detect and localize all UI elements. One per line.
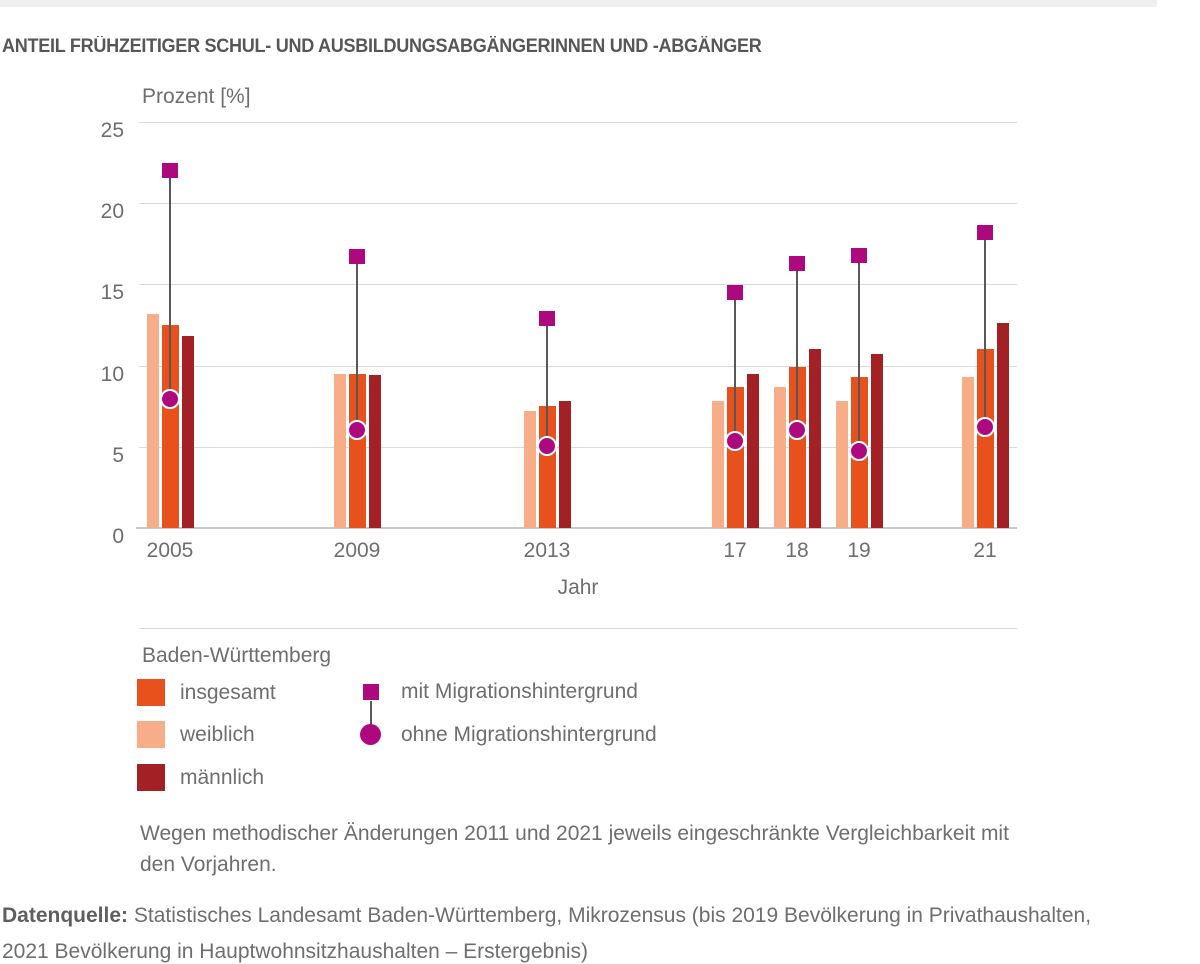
marker-stem-2013 [546,318,548,447]
legend-swatch-weiblich [137,721,165,748]
marker-mit-migrationshintergrund-18 [789,255,805,271]
marker-mit-migrationshintergrund-2013 [539,311,555,326]
gridline-15 [139,284,1017,286]
legend-separator-line [139,628,1017,629]
y-tick-label-10: 10 [100,362,124,386]
bar-insgesamt-2005 [162,325,179,528]
bar-insgesamt-2009 [349,373,366,528]
y-tick-label-5: 5 [112,443,124,467]
gridline-5 [139,446,1017,448]
bar-maennlich-19 [871,354,883,528]
bar-maennlich-2005 [182,336,194,528]
x-tick-label-17: 17 [723,539,747,562]
marker-stem-18 [796,263,798,431]
x-tick-label-2013: 2013 [523,539,571,562]
x-axis-line [136,527,1017,529]
y-tick-label-0: 0 [112,525,124,548]
legend-circle-marker-icon [360,724,381,745]
bar-weiblich-18 [774,386,786,528]
legend-swatch-insgesamt [137,679,165,706]
source-text-1: Statistisches Landesamt Baden-Württember… [133,904,1092,927]
y-tick-label-20: 20 [100,200,124,224]
x-tick-label-21: 21 [973,539,997,562]
marker-ohne-migrationshintergrund-2013 [536,436,557,457]
bar-maennlich-18 [809,349,821,528]
marker-mit-migrationshintergrund-2005 [162,163,178,179]
legend-square-marker-icon [363,684,379,700]
y-axis-title: Prozent [%] [142,85,251,108]
gridline-20 [139,203,1017,205]
bar-maennlich-21 [997,323,1009,528]
footnote: Wegen methodischer Änderungen 2011 und 2… [140,818,1009,880]
bar-weiblich-19 [836,401,848,528]
marker-mit-migrationshintergrund-2009 [349,249,365,265]
x-tick-label-2005: 2005 [146,539,194,562]
marker-ohne-migrationshintergrund-21 [974,416,995,437]
source-line-2: 2021 Bevölkerung in Hauptwohnsitzhaushal… [2,940,589,963]
x-tick-label-2009: 2009 [333,539,381,562]
source-label: Datenquelle: [2,904,129,927]
legend-label-insgesamt: insgesamt [180,681,276,704]
gridline-25 [139,122,1017,123]
bar-weiblich-2009 [334,373,346,528]
top-accent-bar [0,0,1157,7]
marker-stem-19 [858,255,860,452]
footnote-line-2: den Vorjahren. [140,853,277,876]
marker-stem-2009 [356,256,358,431]
bar-weiblich-2013 [524,411,536,528]
bar-maennlich-2013 [559,401,571,528]
x-tick-label-18: 18 [785,539,809,562]
marker-ohne-migrationshintergrund-19 [848,441,869,462]
bar-maennlich-2009 [369,375,381,528]
bar-weiblich-2005 [147,313,159,528]
footnote-line-1: Wegen methodischer Änderungen 2011 und 2… [140,822,1009,845]
marker-mit-migrationshintergrund-21 [977,224,993,240]
marker-stem-17 [734,292,736,442]
bar-insgesamt-18 [789,367,806,528]
marker-ohne-migrationshintergrund-17 [724,431,745,452]
legend-label-ohne-migrationshintergrund: ohne Migrationshintergrund [401,723,657,746]
marker-ohne-migrationshintergrund-2009 [346,420,367,441]
bar-insgesamt-21 [977,349,994,528]
bar-maennlich-17 [747,373,759,528]
legend-label-mit-migrationshintergrund: mit Migrationshintergrund [401,680,638,703]
legend-marker-stem [370,701,372,725]
bar-insgesamt-17 [727,386,744,528]
source-line-1: Datenquelle: Statistisches Landesamt Bad… [2,898,1091,934]
marker-stem-2005 [169,170,171,400]
gridline-10 [139,365,1017,367]
data-source: Datenquelle: Statistisches Landesamt Bad… [2,898,1091,964]
bar-weiblich-17 [712,401,724,528]
marker-ohne-migrationshintergrund-2005 [159,389,180,410]
x-axis-title: Jahr [557,576,599,599]
legend-label-maennlich: männlich [180,766,265,789]
y-tick-label-25: 25 [100,119,124,142]
marker-mit-migrationshintergrund-17 [727,285,743,301]
legend-label-weiblich: weiblich [180,723,255,746]
legend-heading: Baden-Württemberg [142,644,332,667]
y-tick-label-15: 15 [100,281,124,305]
marker-mit-migrationshintergrund-19 [851,247,867,263]
legend-swatch-maennlich [137,764,165,791]
marker-ohne-migrationshintergrund-18 [786,420,807,441]
marker-stem-21 [984,232,986,428]
bar-weiblich-21 [962,376,974,528]
x-tick-label-19: 19 [847,539,871,562]
page-title: ANTEIL FRÜHZEITIGER SCHUL- UND AUSBILDUN… [2,36,762,57]
